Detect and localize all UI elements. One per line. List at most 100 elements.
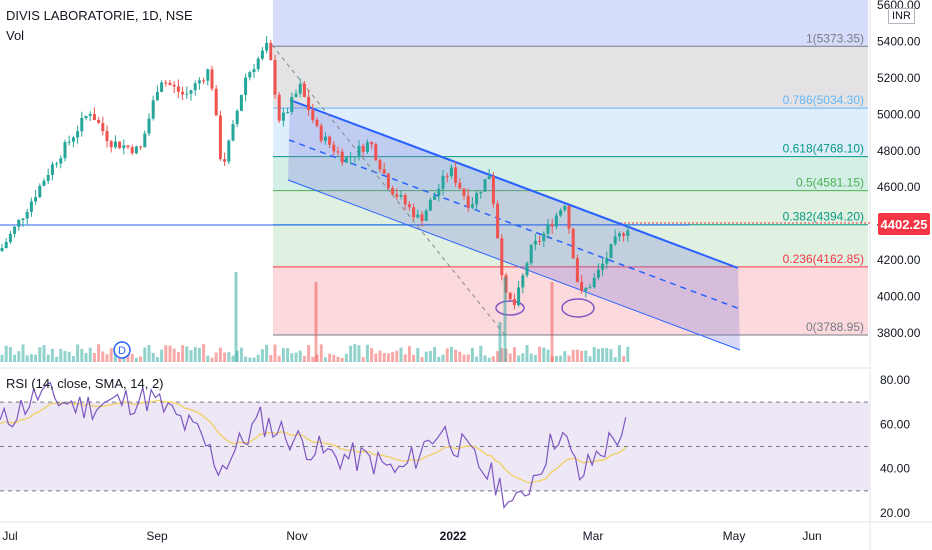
candle-body <box>101 123 105 131</box>
candle-body <box>399 194 403 197</box>
candle-body <box>185 93 189 95</box>
fib-zone-5 <box>273 266 868 336</box>
volume-bar <box>8 347 12 362</box>
volume-bar <box>176 352 180 362</box>
candle-body <box>21 218 25 221</box>
candle-body <box>336 151 340 153</box>
trend-dashed-line <box>271 44 506 336</box>
symbol-title: DIVIS LABORATORIE, 1D, NSE <box>6 8 193 23</box>
volume-bar <box>479 345 483 362</box>
candle-body <box>231 124 235 141</box>
volume-bar <box>273 344 277 362</box>
volume-bar <box>311 356 315 362</box>
candle-body <box>420 214 424 221</box>
volume-bar <box>428 351 432 362</box>
candle-body <box>59 158 63 164</box>
candle-body <box>407 204 411 208</box>
volume-bar <box>445 348 449 362</box>
volume-bar <box>601 347 605 362</box>
candle-body <box>386 173 390 189</box>
candle-body <box>105 130 109 142</box>
candle-body <box>412 207 416 218</box>
volume-bar <box>84 352 88 362</box>
candle-body <box>592 277 596 288</box>
volume-bar <box>349 345 353 362</box>
volume-bar <box>605 348 609 362</box>
candle-body <box>508 292 512 300</box>
candle-body <box>76 131 80 138</box>
candle-body <box>378 160 382 170</box>
volume-bar <box>395 350 399 362</box>
candle-body <box>374 144 378 161</box>
volume-bar <box>353 344 357 362</box>
currency-button[interactable]: INR <box>888 8 915 24</box>
candle-body <box>605 257 609 264</box>
volume-bar <box>143 347 147 362</box>
volume-bar <box>21 344 25 362</box>
candle-body <box>139 146 143 148</box>
candle-body <box>286 112 290 114</box>
price-axis: 5600.005400.005200.005000.004800.004600.… <box>877 0 921 340</box>
volume-bar <box>454 349 458 362</box>
candle-body <box>80 117 84 132</box>
volume-bar <box>487 357 491 362</box>
volume-bar <box>218 347 222 362</box>
dividend-label: D <box>118 345 126 357</box>
channel-top-line <box>289 99 739 269</box>
volume-bar <box>71 356 75 362</box>
volume-bar <box>252 357 256 362</box>
candle-body <box>67 141 71 143</box>
channel-bottom-line <box>287 179 741 351</box>
volume-spike <box>503 277 507 362</box>
candle-body <box>344 157 348 163</box>
volume-bar <box>483 355 487 362</box>
candle-body <box>596 269 600 278</box>
fib-label-6: 0(3788.95) <box>806 320 864 334</box>
volume-bar <box>193 347 197 362</box>
candle-body <box>227 140 231 162</box>
volume-bar <box>525 345 529 362</box>
fib-label-4: 0.382(4394.20) <box>783 210 864 224</box>
volume-bar <box>496 351 500 362</box>
fib-label-2: 0.618(4768.10) <box>783 142 864 156</box>
candle-body <box>88 114 92 116</box>
price-tick: 4200.00 <box>877 253 921 267</box>
volume-bar <box>277 355 281 362</box>
volume-bar <box>181 345 185 362</box>
volume-bar <box>109 348 113 362</box>
candle-body <box>529 244 533 264</box>
channel-fill <box>288 100 740 350</box>
candle-body <box>441 175 445 189</box>
price-tick: 4800.00 <box>877 144 921 158</box>
volume-spike <box>498 322 502 362</box>
candle-body <box>445 175 449 177</box>
volume-bar <box>260 349 264 362</box>
candle-body <box>479 191 483 194</box>
volume-bar <box>416 347 420 362</box>
candle-body <box>437 188 441 196</box>
volume-spike <box>550 282 554 362</box>
candle-body <box>319 125 323 141</box>
volume-bar <box>88 347 92 362</box>
volume-bar <box>554 355 558 362</box>
candle-body <box>252 69 256 73</box>
volume-bar <box>25 355 29 362</box>
time-axis: Jul Sep Nov 2022 Mar May Jun <box>2 529 821 543</box>
time-tick: Jun <box>802 529 821 543</box>
candle-body <box>458 182 462 189</box>
volume-bar <box>214 352 218 362</box>
volume-bar <box>529 353 533 362</box>
candle-body <box>206 69 210 81</box>
volume-bar <box>357 345 361 362</box>
volume-bar <box>378 350 382 362</box>
volume-bar <box>269 355 273 362</box>
candle-body <box>315 119 319 126</box>
volume-bar <box>340 357 344 362</box>
volume-bar <box>185 346 189 362</box>
volume-bar <box>441 354 445 362</box>
volume-bar <box>613 357 617 362</box>
volume-bar <box>55 356 59 362</box>
volume-bar <box>101 351 105 362</box>
rsi-label: RSI (14, close, SMA, 14, 2) <box>6 376 164 391</box>
